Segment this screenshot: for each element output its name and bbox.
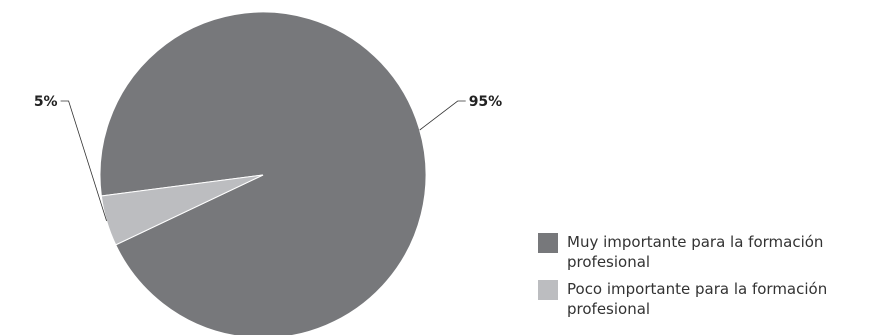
legend-swatch-poco-importante <box>538 280 558 300</box>
leader-lines <box>60 100 466 222</box>
data-labels: 95% 5% <box>34 94 502 110</box>
legend: Muy importante para la formación profesi… <box>538 232 874 326</box>
legend-swatch-muy-importante <box>538 233 558 253</box>
legend-label-muy-importante: Muy importante para la formación profesi… <box>567 233 824 271</box>
pie-slices <box>99 11 427 335</box>
leader-line-muy-importante <box>419 100 466 131</box>
leader-line-poco-importante <box>60 100 107 222</box>
legend-item-poco-importante: Poco importante para la formación profes… <box>538 279 874 319</box>
legend-label-poco-importante: Poco importante para la formación profes… <box>567 280 828 318</box>
pie-slice-muy-importante <box>99 11 427 335</box>
legend-item-muy-importante: Muy importante para la formación profesi… <box>538 232 874 272</box>
data-label-poco-importante: 5% <box>34 94 58 110</box>
data-label-muy-importante: 95% <box>469 94 503 110</box>
